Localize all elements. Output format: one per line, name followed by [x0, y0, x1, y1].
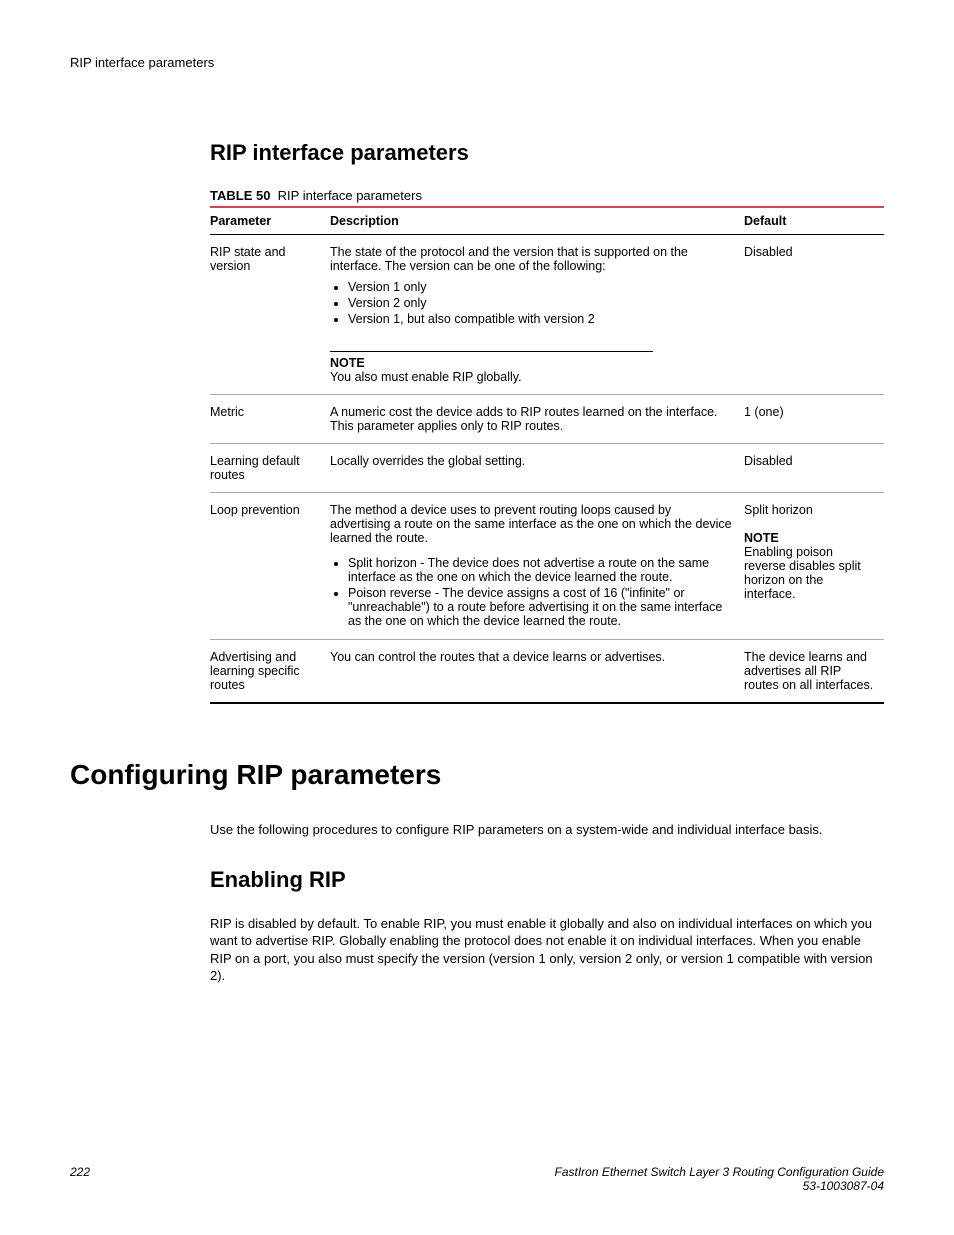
table-row: Learning default routes Locally override… — [210, 444, 884, 493]
default-cell: The device learns and advertises all RIP… — [744, 640, 884, 704]
list-item: Version 1 only — [348, 279, 734, 295]
param-cell: RIP state and version — [210, 235, 330, 395]
table-header-row: Parameter Description Default — [210, 207, 884, 235]
table-row: Advertising and learning specific routes… — [210, 640, 884, 704]
param-cell: Metric — [210, 395, 330, 444]
section-heading: RIP interface parameters — [210, 140, 884, 166]
content-area: RIP interface parameters TABLE 50 RIP in… — [210, 140, 884, 985]
default-value: Split horizon — [744, 503, 874, 517]
table-row: Loop prevention The method a device uses… — [210, 493, 884, 640]
document-title: FastIron Ethernet Switch Layer 3 Routing… — [554, 1165, 884, 1179]
parameters-table: Parameter Description Default RIP state … — [210, 206, 884, 704]
document-info: FastIron Ethernet Switch Layer 3 Routing… — [70, 1165, 884, 1193]
note-block: NOTE Enabling poison reverse disables sp… — [744, 531, 874, 601]
body-paragraph: Use the following procedures to configur… — [210, 821, 884, 839]
table-row: Metric A numeric cost the device adds to… — [210, 395, 884, 444]
page-footer: 222 FastIron Ethernet Switch Layer 3 Rou… — [70, 1165, 884, 1193]
note-label: NOTE — [744, 531, 874, 545]
param-cell: Loop prevention — [210, 493, 330, 640]
description-text: The state of the protocol and the versio… — [330, 245, 734, 273]
document-number: 53-1003087-04 — [803, 1179, 884, 1193]
list-item: Split horizon - The device does not adve… — [348, 555, 734, 585]
note-label: NOTE — [330, 356, 653, 370]
description-cell: A numeric cost the device adds to RIP ro… — [330, 395, 744, 444]
list-item: Version 2 only — [348, 295, 734, 311]
table-caption-text: RIP interface parameters — [278, 188, 422, 203]
description-cell: The state of the protocol and the versio… — [330, 235, 744, 395]
column-header: Parameter — [210, 207, 330, 235]
table-row: RIP state and version The state of the p… — [210, 235, 884, 395]
param-cell: Learning default routes — [210, 444, 330, 493]
note-block: NOTE You also must enable RIP globally. — [330, 345, 653, 384]
default-cell: 1 (one) — [744, 395, 884, 444]
chapter-heading: Configuring RIP parameters — [70, 759, 884, 791]
default-cell: Split horizon NOTE Enabling poison rever… — [744, 493, 884, 640]
section-heading: Enabling RIP — [210, 867, 884, 893]
list-item: Version 1, but also compatible with vers… — [348, 311, 734, 327]
bullet-list: Split horizon - The device does not adve… — [330, 555, 734, 629]
description-text: The method a device uses to prevent rout… — [330, 503, 734, 545]
table-number: TABLE 50 — [210, 188, 270, 203]
description-cell: Locally overrides the global setting. — [330, 444, 744, 493]
description-cell: The method a device uses to prevent rout… — [330, 493, 744, 640]
note-text: You also must enable RIP globally. — [330, 370, 522, 384]
param-cell: Advertising and learning specific routes — [210, 640, 330, 704]
default-cell: Disabled — [744, 235, 884, 395]
table-caption: TABLE 50 RIP interface parameters — [210, 188, 884, 203]
page: RIP interface parameters RIP interface p… — [0, 0, 954, 1235]
list-item: Poison reverse - The device assigns a co… — [348, 585, 734, 629]
column-header: Default — [744, 207, 884, 235]
default-cell: Disabled — [744, 444, 884, 493]
note-text: Enabling poison reverse disables split h… — [744, 545, 861, 601]
body-paragraph: RIP is disabled by default. To enable RI… — [210, 915, 884, 985]
running-header: RIP interface parameters — [70, 55, 884, 70]
page-number: 222 — [70, 1165, 90, 1179]
description-cell: You can control the routes that a device… — [330, 640, 744, 704]
column-header: Description — [330, 207, 744, 235]
bullet-list: Version 1 only Version 2 only Version 1,… — [330, 279, 734, 327]
